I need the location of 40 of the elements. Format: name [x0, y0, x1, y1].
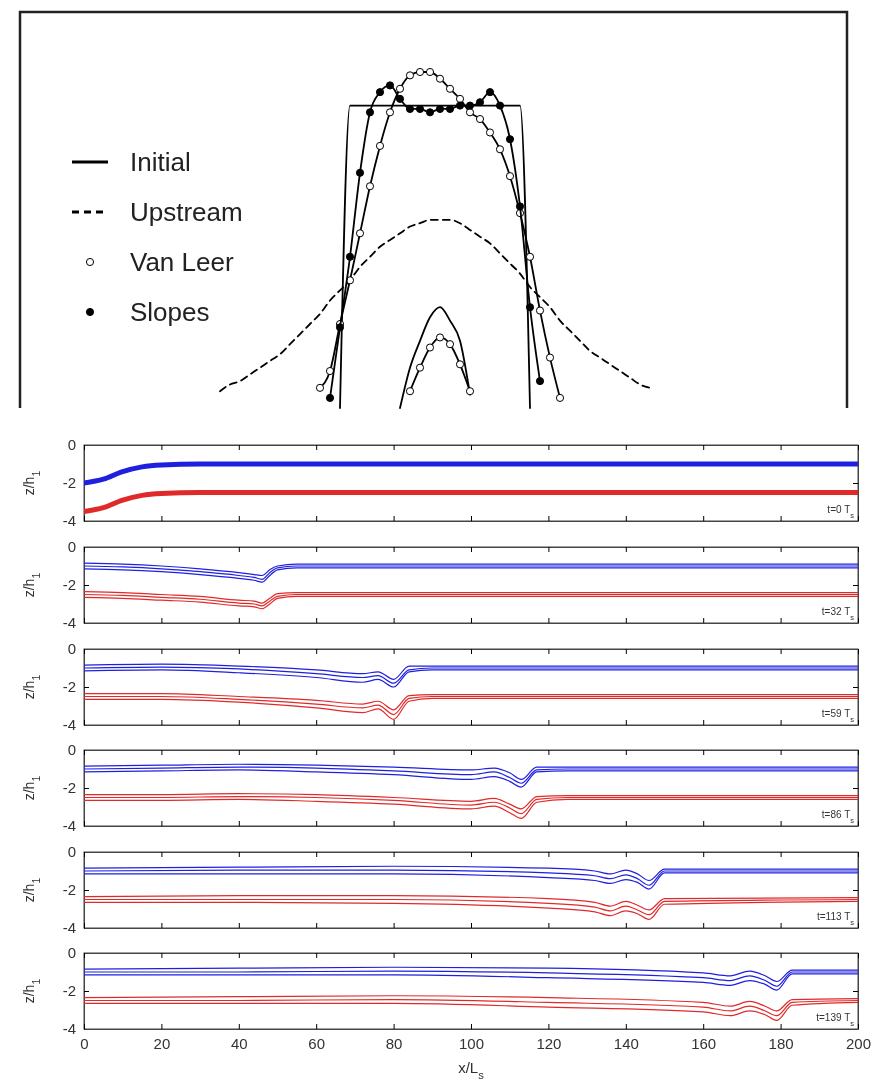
- x-tick-label: 80: [385, 1034, 403, 1052]
- y-tick-label: 0: [67, 944, 76, 962]
- y-tick-label: 0: [67, 538, 76, 556]
- legend-label: Upstream: [130, 197, 243, 227]
- y-tick-label: 0: [67, 436, 76, 454]
- x-tick-label: 100: [458, 1034, 485, 1052]
- x-tick-label: 20: [153, 1034, 171, 1052]
- y-tick-label: -2: [62, 474, 76, 492]
- x-tick-label: 180: [768, 1034, 794, 1052]
- annotation: t=86 T$_{s}$: [821, 809, 855, 825]
- x-tick-label: 120: [536, 1034, 562, 1052]
- annotation: t=113 T$_{s}$: [816, 911, 855, 927]
- annotation: t=59 T$_{s}$: [821, 708, 855, 724]
- x-tick-label: 40: [230, 1034, 248, 1052]
- y-tick-label: -2: [62, 576, 76, 594]
- y-tick-label: -4: [62, 512, 76, 530]
- y-tick-label: -4: [62, 919, 76, 937]
- y-tick-label: 0: [67, 640, 76, 658]
- y-tick-label: -4: [62, 817, 76, 835]
- x-tick-label: 60: [308, 1034, 326, 1052]
- y-tick-label: -4: [62, 614, 76, 632]
- legend-label: Initial: [130, 147, 191, 177]
- x-tick-label: 0: [80, 1034, 89, 1052]
- x-axis-title: x/L$_{s}$: [458, 1059, 485, 1081]
- x-tick-label: 200: [845, 1034, 872, 1052]
- y-tick-label: -4: [62, 1020, 76, 1038]
- y-tick-label: -2: [62, 982, 76, 1000]
- y-tick-label: 0: [67, 741, 76, 759]
- legend-label: Van Leer: [130, 247, 234, 277]
- x-tick-label: 140: [613, 1034, 639, 1052]
- annotation: t=32 T$_{s}$: [821, 606, 855, 622]
- y-tick-label: -2: [62, 779, 76, 797]
- y-tick-label: -4: [62, 716, 76, 734]
- y-tick-label: 0: [67, 843, 76, 861]
- x-tick-label: 160: [691, 1034, 717, 1052]
- annotation: t=139 T$_{s}$: [816, 1012, 855, 1028]
- y-tick-label: -2: [62, 881, 76, 899]
- annotation: t=0 T$_{s}$: [827, 504, 855, 520]
- y-tick-label: -2: [62, 678, 76, 696]
- legend-label: Slopes: [130, 297, 210, 327]
